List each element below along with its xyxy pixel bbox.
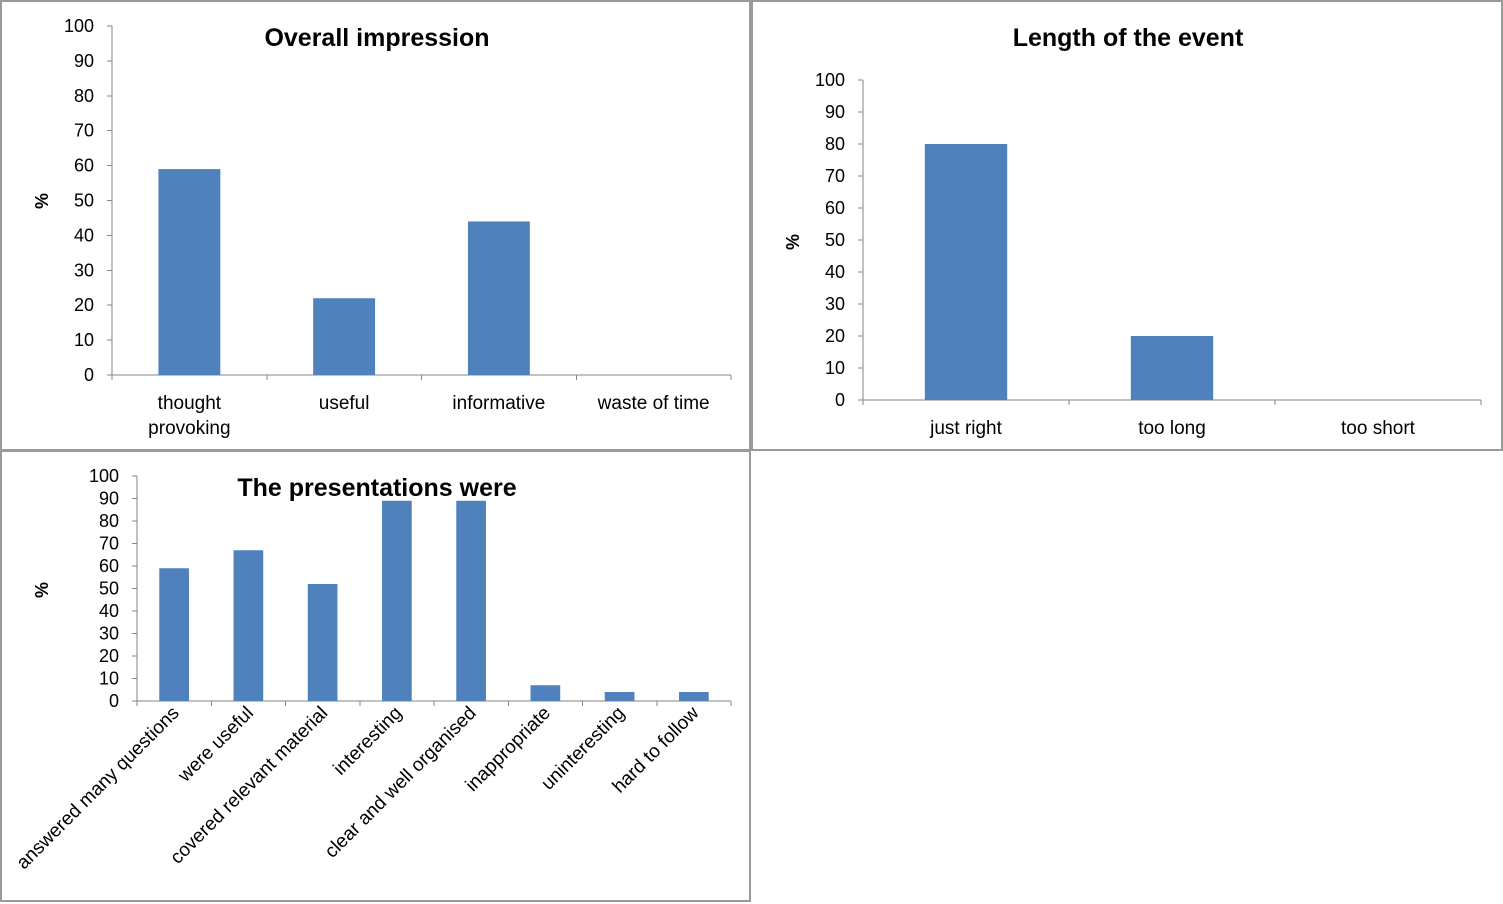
y-tick-label: 80 [99, 511, 119, 531]
bar [1130, 336, 1214, 400]
y-tick-label: 90 [74, 51, 94, 71]
x-category-label: provoking [148, 418, 230, 439]
bar [530, 685, 561, 701]
y-tick-label: 20 [99, 646, 119, 666]
y-tick-label: 50 [99, 579, 119, 599]
y-tick-label: 90 [825, 102, 845, 122]
chart-panel-length-of-event: Length of the event% 0 10 20 30 40 50 60 70 80 90 1… [751, 0, 1503, 451]
chart-title: The presentations were [237, 474, 516, 502]
bar [307, 584, 338, 701]
y-tick-label: 70 [99, 534, 119, 554]
y-tick-label: 20 [825, 326, 845, 346]
chart-title: Length of the event [1013, 24, 1244, 52]
y-tick-label: 70 [825, 166, 845, 186]
y-tick-label: 10 [825, 358, 845, 378]
y-tick-label: 60 [99, 556, 119, 576]
y-tick-label: 0 [835, 390, 845, 410]
y-tick-label: 90 [99, 489, 119, 509]
y-tick-label: 40 [825, 262, 845, 282]
y-tick-label: 70 [74, 121, 94, 141]
chart-title: Overall impression [264, 24, 489, 52]
y-tick-label: 50 [74, 191, 94, 211]
y-tick-label: 0 [84, 365, 94, 385]
bar [382, 500, 412, 701]
x-category-label: informative [452, 393, 545, 414]
chart-panel-presentations: The presentations were% 0 10 20 30 40 50 60 70 80… [0, 450, 751, 902]
y-tick-label: 80 [74, 86, 94, 106]
bar [604, 692, 635, 701]
x-category-label: useful [319, 393, 370, 414]
x-category-label: clear and well organised [321, 703, 481, 863]
y-tick-label: 10 [74, 330, 94, 350]
bar [679, 692, 709, 701]
chart-length-of-event: Length of the event% 0 10 20 30 40 50 60 70 80 90 1… [783, 24, 1482, 439]
bar [924, 144, 1008, 400]
y-axis-label: % [32, 582, 52, 598]
y-axis-label: % [783, 234, 803, 250]
bar [159, 568, 189, 701]
y-tick-label: 60 [825, 198, 845, 218]
y-tick-label: 60 [74, 156, 94, 176]
x-category-label: too long [1138, 418, 1206, 439]
y-tick-label: 0 [109, 691, 119, 711]
x-category-label: thought [158, 393, 222, 414]
y-axis-label: % [32, 193, 52, 209]
chart-overall-impression: Overall impression% 0 10 20 30 40 50 60 70 80 90 10… [32, 16, 732, 439]
y-tick-label: 30 [74, 260, 94, 280]
y-tick-label: 100 [89, 466, 119, 486]
bar [233, 550, 264, 701]
y-tick-label: 40 [74, 225, 94, 245]
y-tick-label: 20 [74, 295, 94, 315]
x-category-label: just right [929, 418, 1003, 439]
chart-panel-overall-impression: Overall impression% 0 10 20 30 40 50 60 70 80 90 10… [0, 0, 751, 451]
y-tick-label: 30 [825, 294, 845, 314]
y-tick-label: 40 [99, 601, 119, 621]
x-category-label: interesting [330, 703, 407, 780]
bar [313, 298, 376, 375]
y-tick-label: 30 [99, 624, 119, 644]
bar [158, 169, 221, 375]
y-tick-label: 50 [825, 230, 845, 250]
y-tick-label: 80 [825, 134, 845, 154]
y-tick-label: 10 [99, 669, 119, 689]
bar [456, 500, 486, 701]
y-tick-label: 100 [64, 16, 94, 36]
x-category-label: covered relevant material [166, 703, 332, 869]
x-category-label: too short [1341, 418, 1416, 439]
y-tick-label: 100 [815, 70, 845, 90]
x-category-label: waste of time [597, 393, 710, 414]
bar [467, 221, 530, 375]
x-category-label: answered many questions [13, 703, 184, 874]
